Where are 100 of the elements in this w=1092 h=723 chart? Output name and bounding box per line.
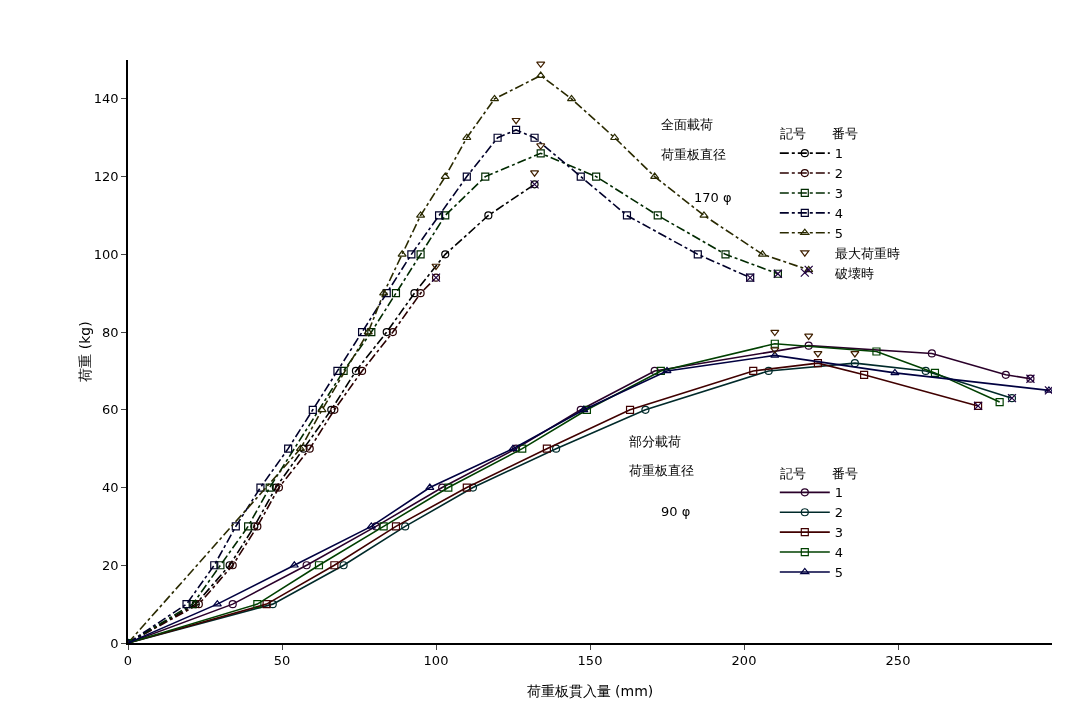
point bbox=[425, 483, 435, 490]
point bbox=[484, 211, 493, 220]
legend-label: 3 bbox=[834, 186, 844, 202]
point bbox=[650, 172, 660, 179]
point bbox=[379, 522, 388, 531]
point bbox=[274, 483, 284, 492]
point bbox=[357, 366, 367, 376]
legend-label: 4 bbox=[834, 205, 844, 221]
point bbox=[749, 366, 758, 376]
point bbox=[468, 483, 478, 492]
point bbox=[462, 172, 471, 181]
point bbox=[295, 444, 306, 452]
point bbox=[256, 483, 265, 492]
point bbox=[770, 351, 780, 358]
annotation: 部分載荷 bbox=[629, 434, 681, 449]
point bbox=[244, 522, 253, 531]
point bbox=[253, 600, 262, 609]
point bbox=[302, 561, 311, 570]
point bbox=[391, 289, 401, 298]
point bbox=[339, 561, 348, 570]
point bbox=[289, 561, 299, 568]
point bbox=[444, 483, 453, 492]
y-tick-label: 0 bbox=[110, 635, 119, 651]
annotation: 荷重板直径 bbox=[629, 463, 694, 478]
point bbox=[299, 444, 308, 453]
point bbox=[228, 600, 237, 609]
annotation: 170 φ bbox=[694, 190, 732, 205]
legend-label: 5 bbox=[834, 225, 844, 241]
point bbox=[872, 347, 881, 356]
x-tick-label: 250 bbox=[885, 653, 911, 669]
point bbox=[284, 444, 293, 453]
point bbox=[441, 250, 450, 259]
point bbox=[493, 133, 502, 142]
point bbox=[388, 327, 397, 337]
y-tick-label: 100 bbox=[93, 246, 119, 262]
point bbox=[536, 61, 546, 68]
x-tick-label: 50 bbox=[273, 653, 291, 669]
point bbox=[366, 522, 376, 529]
annotation: 90 φ bbox=[661, 504, 691, 519]
point bbox=[511, 117, 521, 125]
point bbox=[995, 397, 1004, 407]
point bbox=[592, 172, 601, 181]
point bbox=[576, 172, 585, 181]
point bbox=[536, 143, 546, 150]
point bbox=[305, 444, 314, 453]
point bbox=[431, 263, 441, 271]
point bbox=[770, 347, 780, 354]
point bbox=[462, 133, 472, 141]
point bbox=[530, 133, 539, 142]
point bbox=[770, 339, 779, 348]
point bbox=[489, 94, 500, 102]
point bbox=[511, 125, 521, 135]
legend-label: 2 bbox=[834, 166, 844, 182]
point bbox=[770, 329, 780, 337]
x-axis-title: 荷重板貫入量 (mm) bbox=[526, 682, 654, 699]
point bbox=[212, 600, 222, 607]
point bbox=[653, 211, 662, 220]
point bbox=[441, 211, 450, 220]
point bbox=[317, 405, 327, 413]
point bbox=[382, 327, 391, 337]
point bbox=[351, 366, 361, 376]
point bbox=[721, 250, 730, 259]
point bbox=[641, 405, 650, 414]
point bbox=[416, 250, 425, 259]
y-tick-label: 60 bbox=[102, 402, 119, 418]
point bbox=[813, 359, 823, 368]
point bbox=[536, 149, 545, 158]
point bbox=[407, 250, 416, 259]
point bbox=[397, 250, 407, 257]
y-axis-title: 荷重 (kg) bbox=[76, 321, 93, 382]
y-tick-label: 40 bbox=[102, 480, 119, 496]
point bbox=[662, 366, 672, 374]
point bbox=[625, 405, 635, 414]
point bbox=[536, 71, 546, 78]
point bbox=[890, 368, 900, 376]
point bbox=[330, 561, 339, 570]
y-tick-label: 140 bbox=[93, 91, 119, 107]
point bbox=[693, 250, 702, 259]
point bbox=[367, 327, 376, 337]
legend-label: 2 bbox=[834, 505, 844, 521]
point bbox=[231, 522, 240, 531]
point bbox=[610, 133, 620, 141]
text: 記号 番号 bbox=[779, 465, 858, 481]
point bbox=[363, 327, 373, 335]
point bbox=[804, 333, 814, 341]
point bbox=[391, 522, 401, 531]
point bbox=[850, 359, 859, 368]
point bbox=[576, 405, 585, 414]
point bbox=[271, 483, 280, 492]
point bbox=[566, 94, 577, 102]
y-tick-label: 120 bbox=[93, 169, 119, 185]
point bbox=[216, 561, 225, 570]
legend-label: 破壊時 bbox=[833, 265, 874, 281]
point bbox=[508, 444, 518, 452]
legend-label: 5 bbox=[834, 565, 844, 581]
x-tick-label: 200 bbox=[731, 653, 757, 669]
point bbox=[764, 366, 773, 376]
point bbox=[416, 289, 425, 298]
legend-label: 4 bbox=[834, 545, 844, 561]
point bbox=[622, 211, 632, 220]
